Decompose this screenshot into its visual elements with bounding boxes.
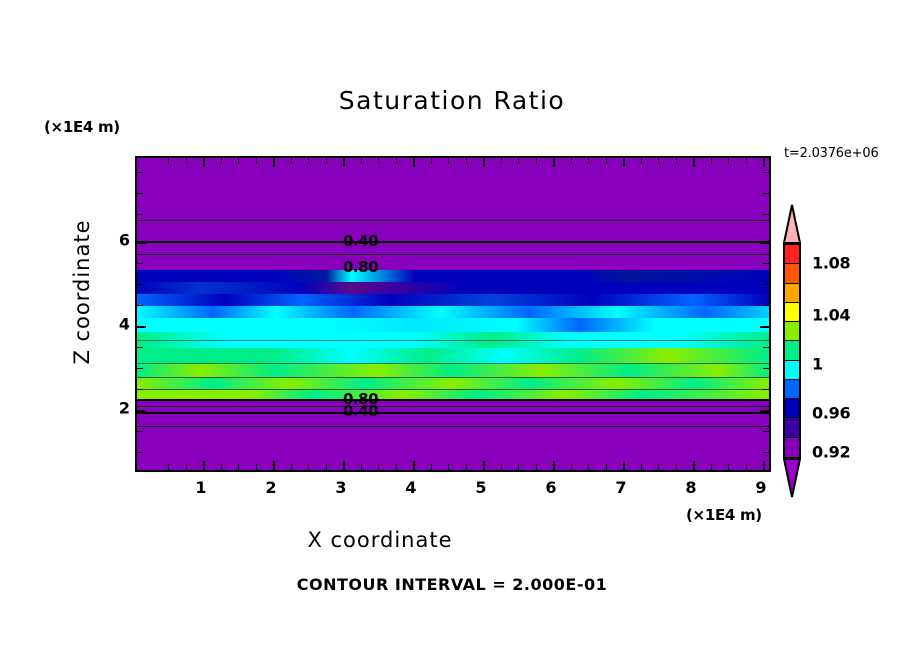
- colorbar-band: [785, 437, 799, 457]
- timestamp-annotation: t=2.0376e+06: [784, 146, 879, 161]
- chart-title: Saturation Ratio: [338, 86, 566, 115]
- colorbar-bottom-arrow: [783, 458, 801, 498]
- colorbar-label: 1.04: [812, 305, 851, 325]
- saturation-field: [137, 158, 769, 470]
- contour-label-upper-080: 0.80: [343, 258, 379, 276]
- colorbar-band: [785, 379, 799, 400]
- x-tick-label: 6: [545, 478, 557, 497]
- x-tick-label: 4: [405, 478, 417, 497]
- colorbar-band: [785, 322, 799, 342]
- x-axis-units: (×1E4 m): [686, 506, 762, 524]
- colorbar-band: [785, 341, 799, 361]
- colorbar-band: [785, 418, 799, 438]
- x-tick-label: 7: [615, 478, 627, 497]
- x-tick-label: 3: [335, 478, 347, 497]
- colorbar-band: [785, 245, 799, 265]
- colorbar-band: [785, 264, 799, 284]
- y-axis-units: (×1E4 m): [44, 118, 120, 136]
- contour-label-lower-080: 0.80: [343, 390, 379, 408]
- x-axis-label: X coordinate: [307, 528, 453, 552]
- x-tick-label: 5: [475, 478, 487, 497]
- x-tick-label: 8: [685, 478, 697, 497]
- y-tick-label: 6: [118, 230, 130, 250]
- colorbar-label: 0.96: [812, 403, 851, 423]
- y-tick-label: 2: [118, 398, 130, 418]
- colorbar-label: 0.92: [812, 442, 851, 462]
- colorbar-label: 1.08: [812, 253, 851, 273]
- y-tick-label: 4: [118, 314, 130, 334]
- contour-label-lower-040: 0.40: [343, 402, 379, 420]
- contour-label-upper-040: 0.40: [343, 232, 379, 250]
- x-tick-label: 2: [265, 478, 277, 497]
- colorbar-band: [785, 283, 799, 303]
- x-tick-label: 9: [755, 478, 767, 497]
- colorbar-label: 1: [812, 354, 823, 374]
- x-tick-label: 1: [195, 478, 207, 497]
- colorbar-top-arrow: [783, 204, 801, 244]
- contour-interval-caption: CONTOUR INTERVAL = 2.000E-01: [296, 575, 608, 594]
- colorbar[interactable]: [783, 243, 801, 459]
- colorbar-band: [785, 399, 799, 419]
- y-axis-label: Z coordinate: [70, 219, 94, 365]
- contour-plot-area[interactable]: 0.40 0.80 0.80 0.40: [135, 156, 771, 472]
- colorbar-band: [785, 360, 799, 380]
- colorbar-band: [785, 302, 799, 323]
